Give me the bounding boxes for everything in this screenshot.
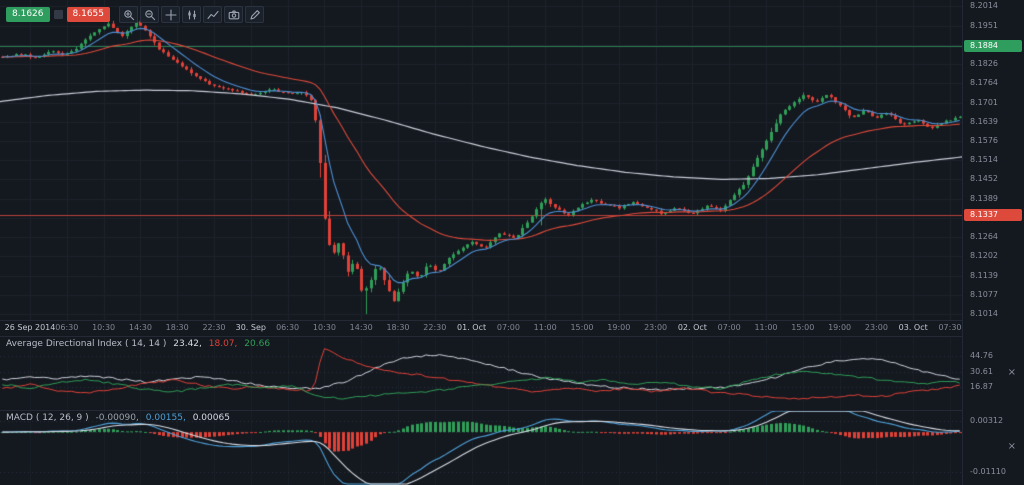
snapshot-button[interactable] <box>224 6 243 23</box>
price-tick-label: 8.1389 <box>970 193 998 203</box>
time-axis-label: 07:00 <box>496 323 520 332</box>
price-chart-canvas[interactable] <box>0 0 962 320</box>
price-tick-label: 8.1701 <box>970 97 998 107</box>
time-axis-label: 23:00 <box>864 323 888 332</box>
adx-value-1: 23.42, <box>173 339 202 349</box>
price-tick-label: 8.1951 <box>970 20 998 30</box>
indicators-button[interactable] <box>203 6 222 23</box>
price-tick-label: 8.1014 <box>970 309 998 319</box>
macd-indicator-canvas[interactable] <box>0 410 962 485</box>
time-axis-label: 03. Oct <box>898 323 928 332</box>
price-tick-label: 8.2014 <box>970 1 998 11</box>
time-axis-label: 10:30 <box>92 323 116 332</box>
macd-tick-label: -0.01110 <box>970 467 1006 477</box>
adx-close-button[interactable]: × <box>1007 367 1016 378</box>
time-axis-label: 02. Oct <box>677 323 707 332</box>
price-tick-label: 8.1077 <box>970 289 998 299</box>
chart-type-button[interactable] <box>182 6 201 23</box>
candlestick-icon <box>187 9 196 20</box>
camera-icon <box>228 10 239 19</box>
zoom-in-button[interactable] <box>119 6 138 23</box>
lower-level-price-badge[interactable]: 8.1337 <box>964 208 1022 221</box>
adx-value-2: 18.07, <box>208 339 238 349</box>
time-axis[interactable]: 26 Sep 2014 06:30 10:30 14:30 18:30 22:30 30. … <box>0 320 962 336</box>
time-axis-label: 06:30 <box>55 323 79 332</box>
macd-close-button[interactable]: × <box>1007 441 1016 452</box>
time-axis-label: 06:30 <box>276 323 300 332</box>
adx-tick-label: 30.61 <box>970 366 993 376</box>
macd-value-3: 0.00065 <box>192 413 230 423</box>
price-tick-label: 8.1202 <box>970 251 998 261</box>
price-tick-label: 8.1139 <box>970 270 998 280</box>
price-tick-label: 8.1639 <box>970 116 998 126</box>
time-axis-label: 22:30 <box>423 323 447 332</box>
time-axis-label: 07:00 <box>717 323 741 332</box>
macd-axis[interactable]: × 0.00312 -0.01110 <box>962 410 1024 485</box>
time-axis-label: 19:00 <box>828 323 852 332</box>
time-axis-label: 19:00 <box>607 323 631 332</box>
time-axis-label: 18:30 <box>386 323 410 332</box>
time-axis-label: 07:30 <box>938 323 962 332</box>
crosshair-icon <box>164 8 177 21</box>
crosshair-button[interactable] <box>161 6 180 23</box>
draw-button[interactable] <box>245 6 264 23</box>
time-axis-label: 11:00 <box>754 323 778 332</box>
price-tick-label: 8.1264 <box>970 232 998 242</box>
macd-tick-label: 0.00312 <box>970 415 1004 425</box>
indicators-icon <box>206 10 219 19</box>
zoom-out-icon <box>144 9 155 20</box>
time-axis-label: 26 Sep 2014 <box>4 323 56 332</box>
chart-tools <box>119 6 264 23</box>
price-axis[interactable]: 8.2014 8.1951 8.1826 8.1764 8.1701 8.1639 8.15… <box>962 0 1024 320</box>
time-axis-label: 22:30 <box>202 323 226 332</box>
adx-title-text: Average Directional Index ( 14, 14 ) <box>6 339 167 349</box>
time-axis-label: 15:00 <box>570 323 594 332</box>
adx-value-3: 20.66 <box>244 339 271 349</box>
main-chart-separator <box>0 320 1024 321</box>
time-axis-label: 14:30 <box>349 323 373 332</box>
price-tick-label: 8.1452 <box>970 174 998 184</box>
time-axis-label: 01. Oct <box>457 323 487 332</box>
time-axis-label: 11:00 <box>533 323 557 332</box>
time-axis-label: 18:30 <box>165 323 189 332</box>
adx-axis[interactable]: × 44.76 30.61 16.87 <box>962 336 1024 410</box>
adx-tick-label: 16.87 <box>970 381 993 391</box>
axis-corner <box>962 320 1024 336</box>
time-axis-label: 10:30 <box>312 323 336 332</box>
sell-price-badge[interactable]: 8.1626 <box>6 7 50 22</box>
adx-tick-label: 44.76 <box>970 351 993 361</box>
time-axis-label: 23:00 <box>644 323 668 332</box>
macd-panel-separator <box>0 410 1024 411</box>
time-axis-label: 15:00 <box>791 323 815 332</box>
macd-value-1: -0.00090, <box>95 413 139 423</box>
spread-indicator <box>53 10 63 19</box>
buy-price-badge[interactable]: 8.1655 <box>66 7 110 22</box>
time-axis-label: 14:30 <box>128 323 152 332</box>
upper-level-price-badge[interactable]: 8.1884 <box>964 40 1022 53</box>
adx-panel-title: Average Directional Index ( 14, 14 ) 23.… <box>6 339 270 349</box>
macd-panel-title: MACD ( 12, 26, 9 ) -0.00090, 0.00155, 0.… <box>6 413 230 423</box>
macd-title-text: MACD ( 12, 26, 9 ) <box>6 413 89 423</box>
zoom-in-icon <box>123 9 134 20</box>
zoom-out-button[interactable] <box>140 6 159 23</box>
adx-indicator-canvas[interactable] <box>0 336 962 410</box>
adx-panel-separator <box>0 336 1024 337</box>
pencil-icon <box>249 9 260 20</box>
price-tick-label: 8.1764 <box>970 78 998 88</box>
price-tick-label: 8.1514 <box>970 155 998 165</box>
time-axis-label: 30. Sep <box>235 323 266 332</box>
price-tick-label: 8.1826 <box>970 59 998 69</box>
macd-value-2: 0.00155, <box>145 413 186 423</box>
chart-toolbar: 8.1626 8.1655 <box>6 6 264 23</box>
price-tick-label: 8.1576 <box>970 136 998 146</box>
